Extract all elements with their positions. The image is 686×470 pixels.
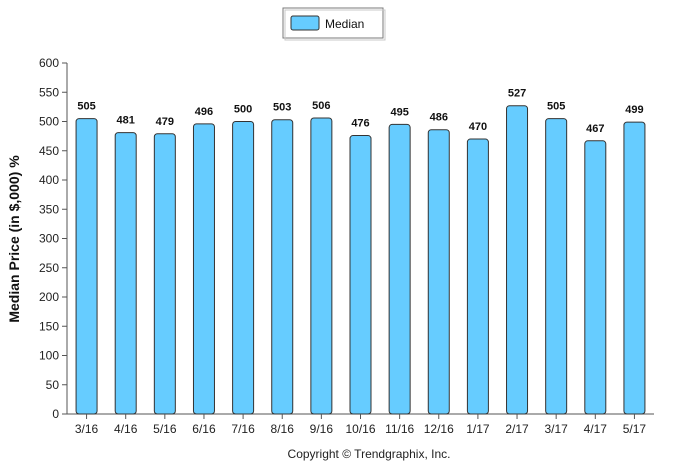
legend-label-median: Median <box>325 17 364 31</box>
data-label: 470 <box>469 121 487 133</box>
y-tick-label: 450 <box>39 144 59 158</box>
y-tick-label: 350 <box>39 202 59 216</box>
legend-swatch-median <box>290 15 320 31</box>
bar-8-16 <box>271 119 294 415</box>
data-label: 495 <box>390 106 408 118</box>
bar-1-17 <box>466 138 489 415</box>
x-tick-label: 12/16 <box>424 422 454 436</box>
y-tick-label: 300 <box>39 232 59 246</box>
data-label: 505 <box>547 101 565 113</box>
y-tick-label: 500 <box>39 115 59 129</box>
bar-6-16 <box>192 123 215 415</box>
bar-12-16 <box>427 129 450 415</box>
bar-4-17 <box>584 140 607 415</box>
data-label: 505 <box>77 101 95 113</box>
data-label: 503 <box>273 102 291 114</box>
data-label: 506 <box>312 100 330 112</box>
bar-2-17 <box>506 105 529 415</box>
bar-3-16 <box>75 118 98 415</box>
data-label: 467 <box>586 123 604 135</box>
bar-4-16 <box>114 132 137 415</box>
x-tick-label: 7/16 <box>231 422 255 436</box>
data-label: 479 <box>156 116 174 128</box>
y-tick-label: 150 <box>39 319 59 333</box>
data-label: 481 <box>117 115 135 127</box>
y-tick-label: 100 <box>39 349 59 363</box>
x-tick-label: 6/16 <box>192 422 216 436</box>
y-tick-label: 50 <box>46 378 60 392</box>
bar-5-17 <box>623 121 646 415</box>
x-tick-label: 3/16 <box>75 422 99 436</box>
x-tick-label: 9/16 <box>310 422 334 436</box>
bar-7-16 <box>232 121 255 415</box>
y-axis-title: Median Price (in $,000) % <box>6 155 22 323</box>
bar-9-16 <box>310 117 333 415</box>
x-tick-label: 5/17 <box>623 422 647 436</box>
y-tick-label: 600 <box>39 56 59 70</box>
y-tick-label: 0 <box>52 407 59 421</box>
bar-3-17 <box>545 118 568 415</box>
y-tick-label: 400 <box>39 173 59 187</box>
data-label: 476 <box>351 118 369 130</box>
data-label: 486 <box>430 112 448 124</box>
x-tick-label: 4/17 <box>584 422 608 436</box>
x-tick-label: 3/17 <box>544 422 568 436</box>
copyright-credit: Copyright © Trendgraphix, Inc. <box>288 447 451 461</box>
data-label: 527 <box>508 88 526 100</box>
x-tick-label: 1/17 <box>466 422 490 436</box>
x-axis-ticks: 3/16 4/16 5/16 6/16 7/16 8/16 9/16 10/16 11/16 12… <box>75 414 647 436</box>
data-label: 499 <box>625 104 643 116</box>
x-tick-label: 8/16 <box>271 422 295 436</box>
y-axis-ticks: 0 50 100 150 200 250 300 350 400 450 500 550 600 <box>39 56 67 421</box>
y-tick-label: 200 <box>39 290 59 304</box>
x-tick-label: 11/16 <box>385 422 414 436</box>
data-label: 496 <box>195 106 213 118</box>
x-tick-label: 5/16 <box>153 422 177 436</box>
bar-10-16 <box>349 135 372 415</box>
data-label: 500 <box>234 104 252 116</box>
x-tick-label: 4/16 <box>114 422 138 436</box>
x-tick-label: 10/16 <box>345 422 375 436</box>
bar-5-16 <box>153 133 176 415</box>
bars: 505 481 479 496 500 503 506 476 495 486 470 527 505 4… <box>75 88 646 415</box>
bar-11-16 <box>388 123 411 415</box>
legend: Median <box>282 7 386 41</box>
y-tick-label: 550 <box>39 85 59 99</box>
x-tick-label: 2/17 <box>505 422 529 436</box>
y-tick-label: 250 <box>39 261 59 275</box>
